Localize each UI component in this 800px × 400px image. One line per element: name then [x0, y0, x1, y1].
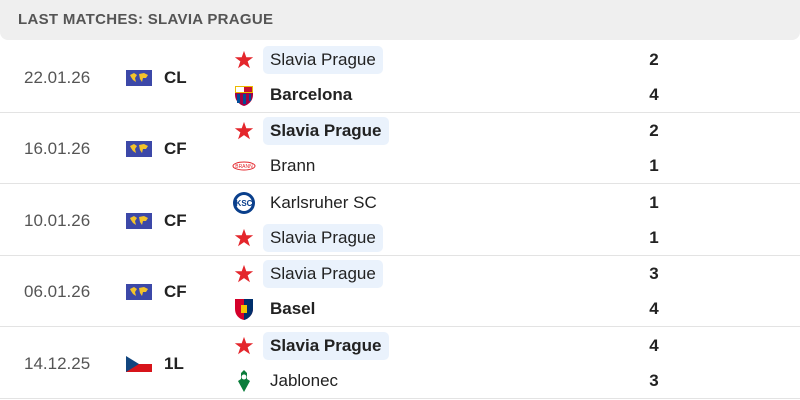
section-header: LAST MATCHES: SLAVIA PRAGUE — [0, 0, 800, 40]
team-name[interactable]: Slavia Prague — [263, 117, 389, 145]
team-name[interactable]: Jablonec — [270, 371, 339, 390]
competition-label: CF — [164, 282, 187, 301]
team-name[interactable]: Brann — [270, 156, 316, 175]
svg-text:KSC: KSC — [236, 199, 253, 208]
team-home: KSC Karlsruher SC 1 — [232, 189, 792, 217]
czech-flag-icon — [126, 356, 152, 372]
slavia-star-icon — [232, 120, 256, 142]
team-score: 2 — [649, 50, 659, 69]
team-score: 4 — [649, 85, 659, 104]
team-score: 1 — [649, 156, 659, 175]
team-name[interactable]: Barcelona — [270, 85, 353, 104]
competition-label: 1L — [164, 354, 184, 373]
team-score: 3 — [649, 264, 659, 283]
team-away: BRANN Brann 1 — [232, 152, 792, 180]
match-row[interactable]: 10.01.26 CF KSC Karlsruher SC 1 Slavia P… — [0, 185, 800, 256]
team-home: Slavia Prague 2 — [232, 46, 792, 74]
competition-label: CF — [164, 211, 187, 230]
world-flag-icon — [126, 141, 152, 157]
team-name[interactable]: Karlsruher SC — [270, 193, 377, 212]
slavia-star-icon — [232, 335, 256, 357]
team-name[interactable]: Slavia Prague — [263, 260, 383, 288]
match-date: 16.01.26 — [24, 139, 91, 158]
basel-crest-icon — [232, 298, 256, 320]
match-date: 22.01.26 — [24, 68, 91, 87]
ksc-crest-icon: KSC — [232, 192, 256, 214]
world-flag-icon — [126, 213, 152, 229]
world-flag-icon — [126, 284, 152, 300]
brann-logo-icon: BRANN — [232, 155, 256, 177]
match-date: 06.01.26 — [24, 282, 91, 301]
team-score: 4 — [649, 299, 659, 318]
svg-text:BRANN: BRANN — [235, 164, 253, 170]
team-away: Barcelona 4 — [232, 81, 792, 109]
team-name[interactable]: Slavia Prague — [263, 224, 383, 252]
match-date: 14.12.25 — [24, 354, 91, 373]
slavia-star-icon — [232, 263, 256, 285]
team-away: Basel 4 — [232, 295, 792, 323]
match-row[interactable]: 22.01.26 CL Slavia Prague 2 Barcelona 4 — [0, 42, 800, 113]
competition-label: CL — [164, 68, 187, 87]
slavia-star-icon — [232, 49, 256, 71]
team-score: 1 — [649, 228, 659, 247]
match-row[interactable]: 14.12.25 1L Slavia Prague 4 Jablonec 3 — [0, 328, 800, 399]
barcelona-crest-icon — [232, 84, 256, 106]
match-row[interactable]: 06.01.26 CF Slavia Prague 3 Basel 4 — [0, 256, 800, 327]
team-name[interactable]: Slavia Prague — [263, 46, 383, 74]
match-row[interactable]: 16.01.26 CF Slavia Prague 2 BRANN Brann … — [0, 113, 800, 184]
team-score: 1 — [649, 193, 659, 212]
team-away: Slavia Prague 1 — [232, 224, 792, 252]
team-away: Jablonec 3 — [232, 367, 792, 395]
team-score: 3 — [649, 371, 659, 390]
slavia-star-icon — [232, 227, 256, 249]
team-name[interactable]: Slavia Prague — [263, 332, 389, 360]
match-date: 10.01.26 — [24, 211, 91, 230]
jablonec-crest-icon — [232, 370, 256, 392]
team-score: 2 — [649, 121, 659, 140]
world-flag-icon — [126, 70, 152, 86]
team-home: Slavia Prague 4 — [232, 332, 792, 360]
team-score: 4 — [649, 336, 659, 355]
competition-label: CF — [164, 139, 187, 158]
team-home: Slavia Prague 2 — [232, 117, 792, 145]
team-home: Slavia Prague 3 — [232, 260, 792, 288]
team-name[interactable]: Basel — [270, 299, 316, 318]
